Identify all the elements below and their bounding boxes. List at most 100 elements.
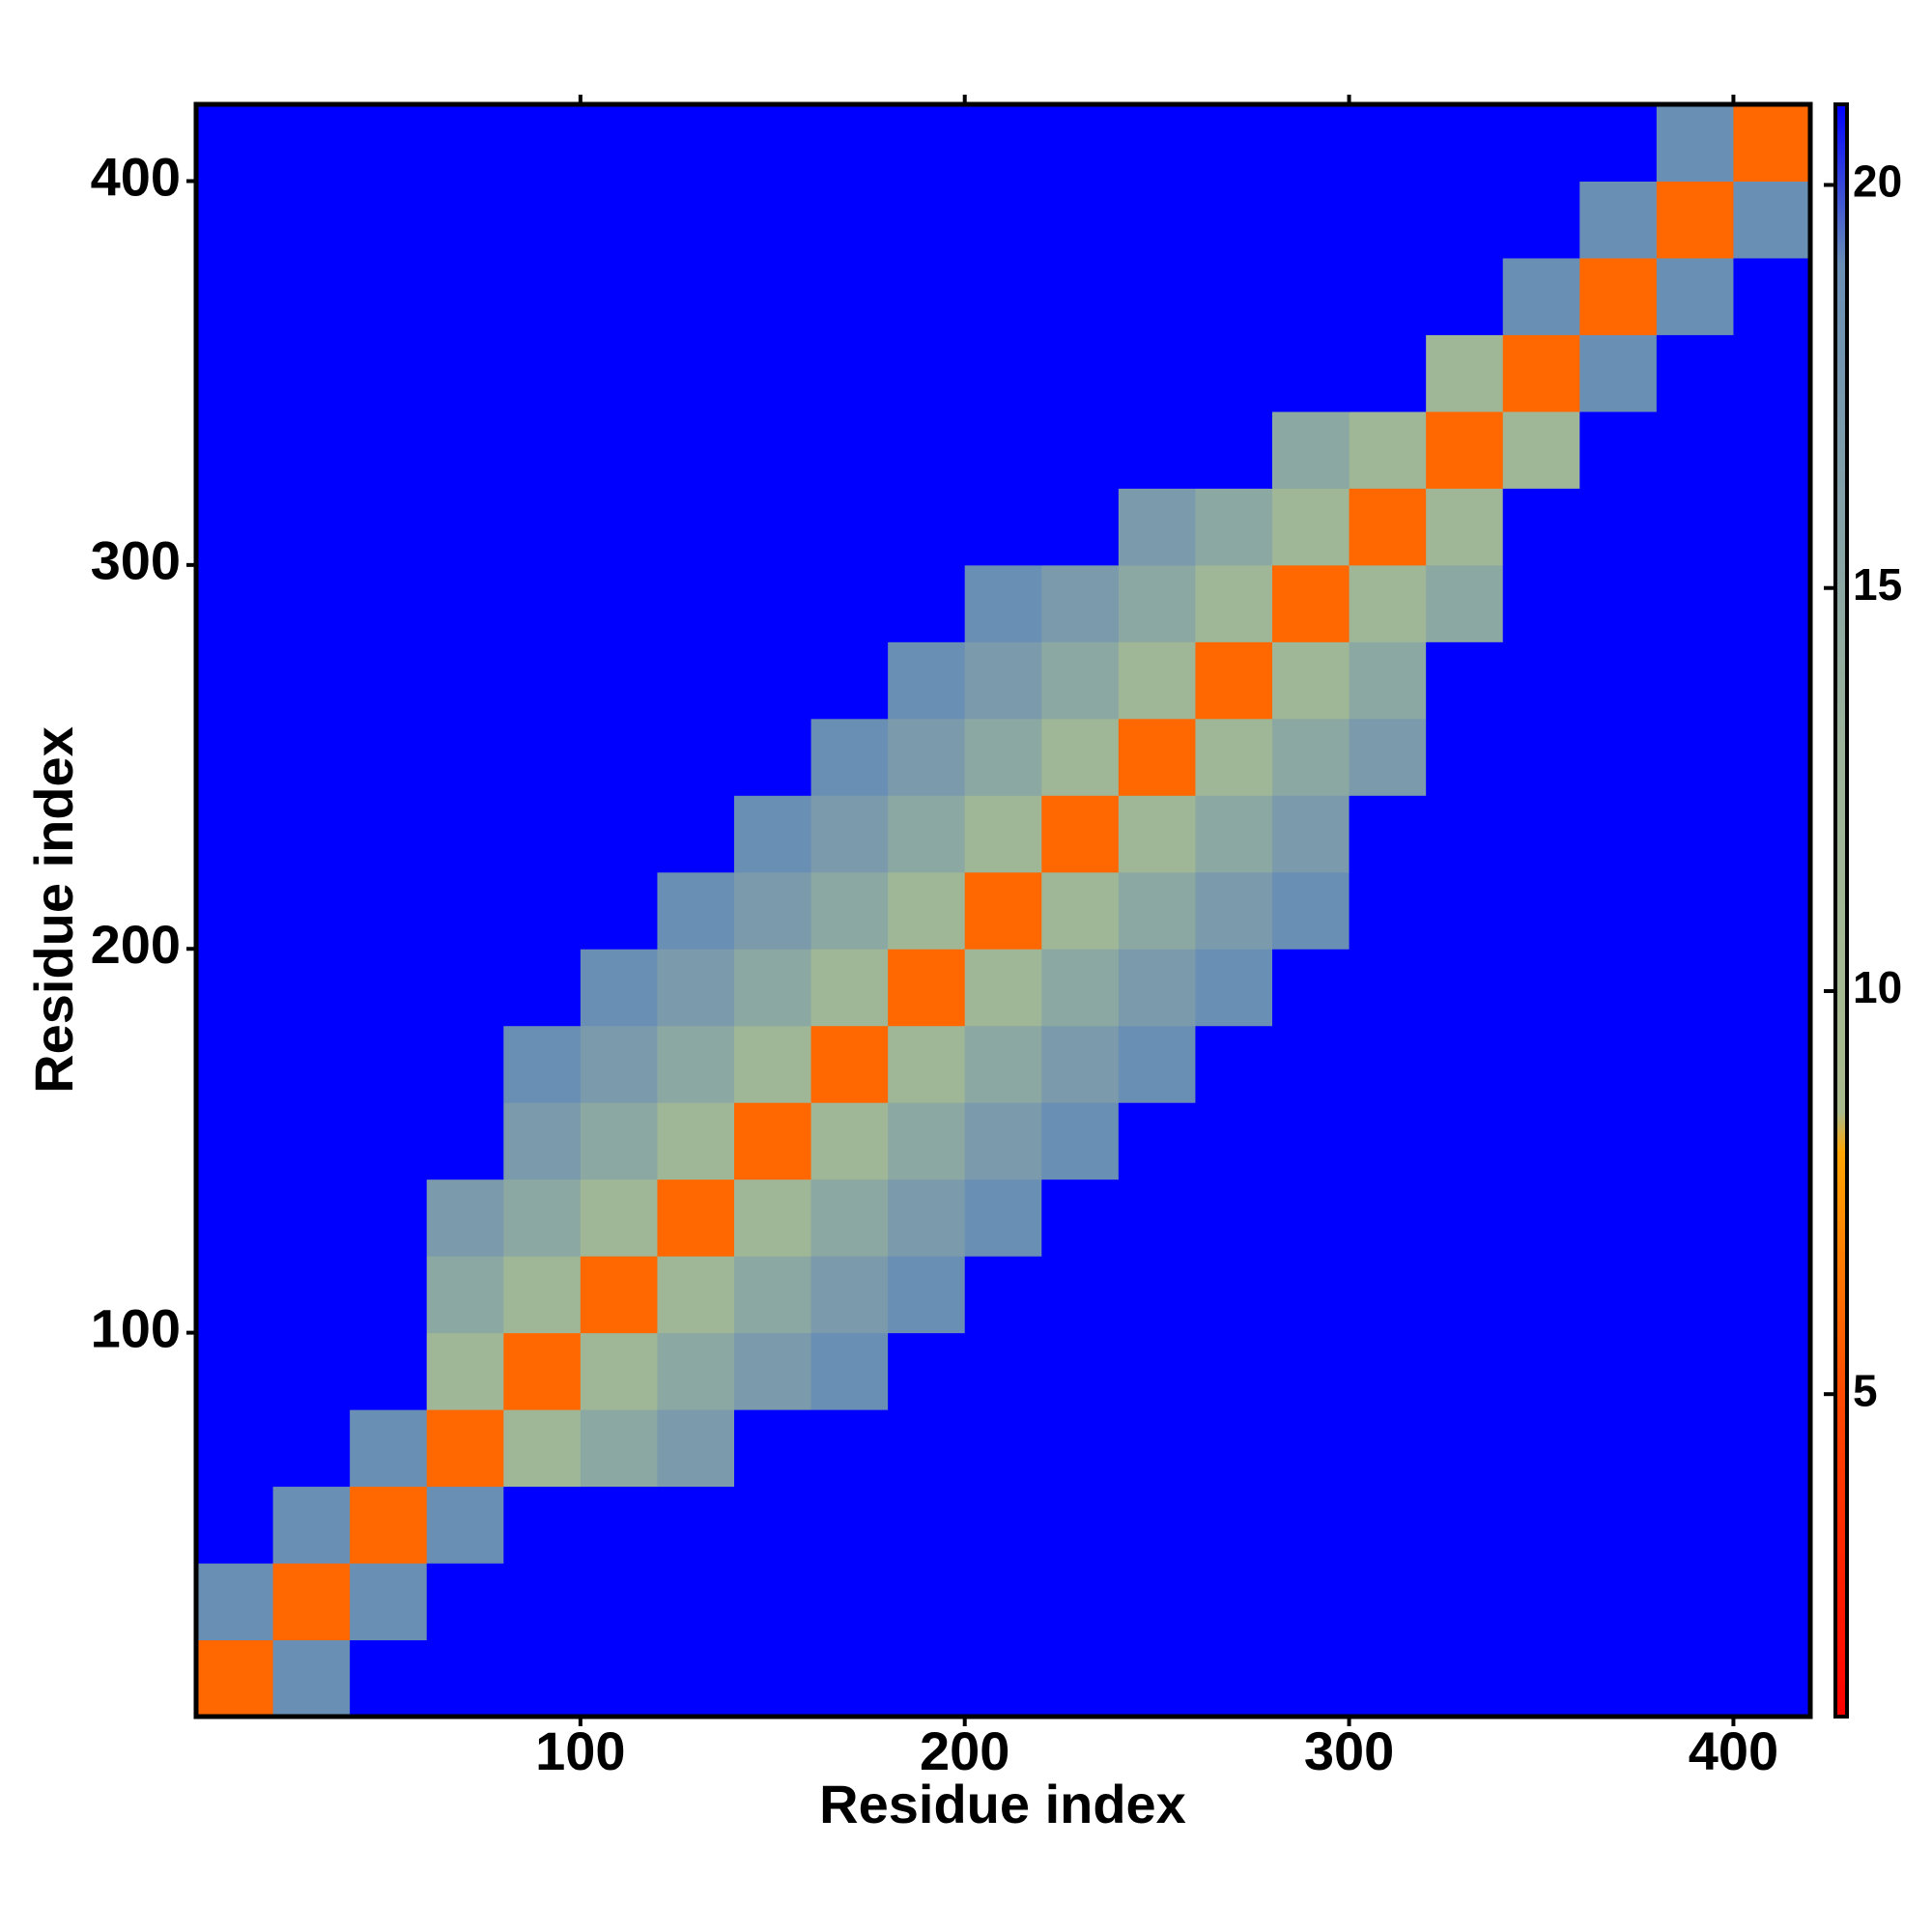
heatmap-cell [580,1179,658,1257]
heatmap-cell [1349,104,1427,182]
heatmap-cell [1272,1256,1350,1334]
heatmap-cell [657,1639,735,1718]
heatmap-cell [810,488,889,566]
heatmap-cell [1349,1563,1427,1641]
heatmap-cell [1272,257,1350,335]
heatmap-cell [1656,564,1734,642]
heatmap-cell [503,949,582,1027]
heatmap-cell [888,411,966,489]
heatmap-cell [1349,257,1427,335]
heatmap-cell [810,1332,889,1410]
heatmap-cell [196,257,274,335]
heatmap-cell [272,488,351,566]
heatmap-cell [1118,1102,1196,1180]
heatmap-cell [350,104,428,182]
heatmap-cell [1118,104,1196,182]
heatmap-cell [426,257,504,335]
heatmap-cell [1118,411,1196,489]
heatmap-cell [350,1409,428,1488]
heatmap-cell [1118,1639,1196,1718]
heatmap-cell [580,1256,658,1334]
heatmap-cell [1426,257,1504,335]
heatmap-cell [1272,1563,1350,1641]
heatmap-cell [888,795,966,873]
heatmap-cell [1349,1486,1427,1564]
heatmap-cell [426,1102,504,1180]
heatmap-cell [888,257,966,335]
heatmap-cell [350,949,428,1027]
heatmap-cell [503,564,582,642]
heatmap-cell [657,1025,735,1103]
heatmap-cell [1118,1486,1196,1564]
heatmap-cell [1195,1179,1273,1257]
heatmap-cell [1579,795,1658,873]
heatmap-cell [272,871,351,950]
heatmap-cell [1656,1563,1734,1641]
heatmap-cell [1272,1179,1350,1257]
heatmap-cell [1349,1409,1427,1488]
heatmap-cell [196,488,274,566]
heatmap-cell [964,795,1042,873]
heatmap-cell [1349,949,1427,1027]
heatmap-cell [426,488,504,566]
heatmap-cell [1426,104,1504,182]
heatmap-cell [1195,181,1273,259]
heatmap-cell [964,181,1042,259]
heatmap-cell [350,1332,428,1410]
colorbar-tick-label: 5 [1853,1365,1878,1415]
heatmap-cell [350,1025,428,1103]
x-tick-label: 200 [920,1720,1009,1781]
heatmap-cell [1733,411,1811,489]
heatmap-cell [964,1332,1042,1410]
heatmap-cell [350,488,428,566]
heatmap-cell [734,564,812,642]
heatmap-cell [1272,181,1350,259]
heatmap-cell [426,104,504,182]
heatmap-cell [426,564,504,642]
heatmap-cell [196,1639,274,1718]
heatmap-cell [888,564,966,642]
heatmap-cell [657,257,735,335]
heatmap-cell [426,334,504,412]
heatmap-cell [888,334,966,412]
heatmap-cell [964,1256,1042,1334]
heatmap-cell [1733,257,1811,335]
heatmap-cell [1349,334,1427,412]
heatmap-cell [1041,1563,1120,1641]
heatmap-cell [1502,871,1580,950]
heatmap-cell [1656,181,1734,259]
heatmap-cell [1579,1332,1658,1410]
heatmap-cell [657,411,735,489]
heatmap-cell [888,871,966,950]
heatmap-cell [1272,1332,1350,1410]
heatmap-cell [888,1409,966,1488]
heatmap-cell [1426,871,1504,950]
x-tick-label: 300 [1304,1720,1394,1781]
heatmap-cell [580,334,658,412]
heatmap-cell [1118,181,1196,259]
colorbar [1833,102,1849,1719]
heatmap-cell [734,641,812,720]
heatmap-cell [272,334,351,412]
heatmap-cell [964,1102,1042,1180]
heatmap-cell [1041,1639,1120,1718]
colorbar-tick-label: 15 [1853,559,1902,610]
heatmap-cell [503,718,582,796]
heatmap-cell [196,718,274,796]
heatmap-cell [426,718,504,796]
heatmap-cell [1349,1256,1427,1334]
heatmap-cell [734,1486,812,1564]
heatmap-cell [1195,1639,1273,1718]
heatmap-cell [734,1102,812,1180]
heatmap-cell [350,334,428,412]
heatmap-cell [657,1332,735,1410]
heatmap-cell [1349,1102,1427,1180]
heatmap-cell [1349,641,1427,720]
heatmap-cell [657,641,735,720]
heatmap-cell [580,718,658,796]
heatmap-cell [350,871,428,950]
heatmap-cell [1579,488,1658,566]
heatmap-cell [426,1256,504,1334]
heatmap-cell [1579,1025,1658,1103]
heatmap-cell [1426,949,1504,1027]
